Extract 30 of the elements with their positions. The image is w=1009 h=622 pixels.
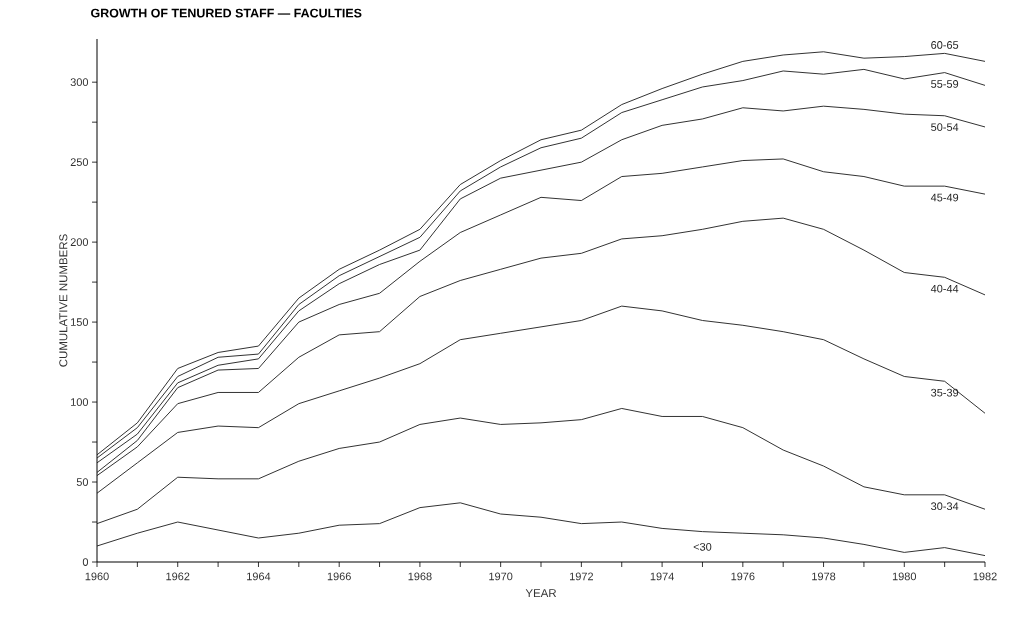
x-tick-label: 1964 <box>247 572 271 581</box>
x-tick-label: 1970 <box>489 572 513 581</box>
series-label: 60-65 <box>931 41 959 49</box>
y-tick-label: 250 <box>70 158 89 167</box>
series-label: 50-54 <box>931 123 959 132</box>
x-tick-label: 1974 <box>650 572 674 581</box>
x-tick-label: 1968 <box>408 572 432 581</box>
x-tick-label: 1980 <box>892 572 917 581</box>
y-tick-label: 200 <box>70 238 89 246</box>
x-tick-label: 1978 <box>812 572 836 581</box>
x-tick-label: 1982 <box>973 572 997 581</box>
y-axis-title: CUMULATIVE NUMBERS <box>59 234 68 367</box>
y-tick-label: 0 <box>82 558 89 566</box>
x-tick-label: 1972 <box>570 572 594 581</box>
y-tick-label: 150 <box>71 318 89 326</box>
x-tick-label: 1976 <box>731 572 755 581</box>
y-tick-label: 300 <box>70 78 89 87</box>
y-tick-label: 50 <box>76 478 89 486</box>
chart-title: GROWTH OF TENURED STAFF — FACULTIES <box>91 8 362 18</box>
x-axis-title: YEAR <box>525 589 557 597</box>
series-label: 35-39 <box>931 388 959 397</box>
series-label: 45-49 <box>930 193 959 202</box>
series-label: 55-59 <box>931 80 959 88</box>
x-tick-label: 1962 <box>166 572 190 581</box>
series-label: 30-34 <box>931 502 959 511</box>
series-label: <30 <box>693 542 712 551</box>
y-tick-label: 100 <box>71 398 89 406</box>
x-tick-label: 1960 <box>85 572 109 581</box>
series-label: 40-44 <box>930 284 959 293</box>
x-tick-label: 1966 <box>327 572 351 581</box>
